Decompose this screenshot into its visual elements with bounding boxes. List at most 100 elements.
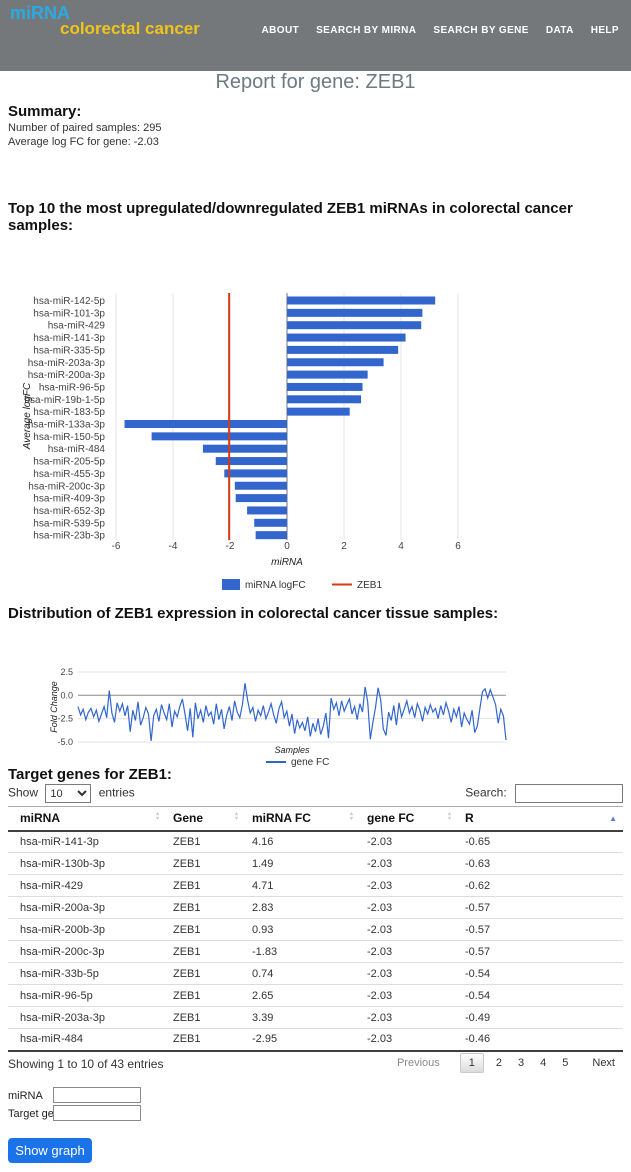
bar-label: hsa-miR-200a-3p xyxy=(28,370,106,381)
table-row[interactable]: hsa-miR-130b-3p ZEB1 1.49 -2.03 -0.63 xyxy=(8,852,623,875)
page-title: Report for gene: ZEB1 xyxy=(215,71,416,93)
pagination-page-4[interactable]: 4 xyxy=(540,1057,547,1069)
pagination-next[interactable]: Next xyxy=(592,1057,615,1069)
bar-label: hsa-miR-429 xyxy=(48,321,106,332)
bar-label: hsa-miR-409-3p xyxy=(33,494,105,505)
bar-hsa-miR-96-5p xyxy=(287,382,363,391)
column-header-mirna-fc[interactable]: miRNA FC ▴ ▾ xyxy=(244,806,359,832)
show-entries-select[interactable]: 10 xyxy=(45,784,92,803)
summary-paired-samples: Number of paired samples: 295 xyxy=(8,122,162,134)
bar-hsa-miR-484 xyxy=(202,444,287,453)
pagination-page-2[interactable]: 2 xyxy=(495,1057,502,1069)
cell-mirna-fc: 2.83 xyxy=(244,896,359,919)
bar-hsa-miR-23b-3p xyxy=(255,531,287,540)
line-chart: 2.5 0.0 -2.5 -5.0 Fold Change Samples gene FC xyxy=(49,667,507,768)
nav-item-help[interactable]: HELP xyxy=(590,25,619,36)
cell-r: -0.46 xyxy=(457,1028,623,1052)
bar-x-tick: 0 xyxy=(284,541,290,552)
table-row[interactable]: hsa-miR-200b-3p ZEB1 0.93 -2.03 -0.57 xyxy=(8,918,623,941)
pagination-page-3[interactable]: 3 xyxy=(518,1057,525,1069)
site-logo[interactable]: miRNA colorectal cancer xyxy=(10,4,200,37)
pagination: Previous 1 2 3 4 5 Next xyxy=(389,1053,623,1073)
main-nav: ABOUT SEARCH BY MIRNA SEARCH BY GENE DATA HE… xyxy=(262,25,619,36)
column-header-gene-fc[interactable]: gene FC ▴ ▾ xyxy=(359,806,457,832)
bar-chart-heading: Top 10 the most upregulated/downregulate… xyxy=(8,200,573,234)
cell-r: -0.62 xyxy=(457,874,623,897)
column-header-mirna[interactable]: miRNA ▴ ▾ xyxy=(8,806,165,832)
target-gene-input[interactable] xyxy=(53,1105,141,1121)
cell-mirna-fc: -2.95 xyxy=(244,1028,359,1052)
bar-label: hsa-miR-150-5p xyxy=(33,432,105,443)
bar-hsa-miR-101-3p xyxy=(287,308,423,317)
line-y-axis-title: Fold Change xyxy=(49,681,59,733)
sort-icon: ▴ ▾ xyxy=(155,811,159,822)
cell-r: -0.57 xyxy=(457,918,623,941)
table-row[interactable]: hsa-miR-203a-3p ZEB1 3.39 -2.03 -0.49 xyxy=(8,1006,623,1029)
cell-mirna: hsa-miR-33b-5p xyxy=(8,962,165,985)
line-y-tick: -2.5 xyxy=(57,714,73,724)
legend-label-zeb1: ZEB1 xyxy=(357,580,382,591)
table-row[interactable]: hsa-miR-96-5p ZEB1 2.65 -2.03 -0.54 xyxy=(8,984,623,1007)
cell-gene-fc: -2.03 xyxy=(359,918,457,941)
table-row[interactable]: hsa-miR-141-3p ZEB1 4.16 -2.03 -0.65 xyxy=(8,830,623,853)
logo-mirna-text: miRNA xyxy=(10,3,71,23)
nav-item-search-by-mirna[interactable]: SEARCH BY MIRNA xyxy=(316,25,417,36)
bar-y-axis-title: Average logFC xyxy=(22,382,33,450)
cell-r: -0.63 xyxy=(457,852,623,875)
pagination-page-5[interactable]: 5 xyxy=(562,1057,569,1069)
bar-label: hsa-miR-652-3p xyxy=(33,506,105,517)
show-graph-button[interactable]: Show graph xyxy=(8,1138,92,1163)
search-control: Search: xyxy=(465,784,623,803)
bar-hsa-miR-200c-3p xyxy=(234,481,287,490)
target-genes-table: miRNA ▴ ▾ Gene ▴ ▾ miRNA FC ▴ ▾ gene FC ▴ ▾ R ▲ hsa-m… xyxy=(8,806,623,1052)
table-head: miRNA ▴ ▾ Gene ▴ ▾ miRNA FC ▴ ▾ gene FC ▴ ▾ R ▲ xyxy=(8,806,623,832)
bar-hsa-miR-409-3p xyxy=(235,494,287,503)
show-entries-control: Show 10 entries xyxy=(8,784,135,803)
cell-r: -0.49 xyxy=(457,1006,623,1029)
sort-icon: ▴ ▾ xyxy=(349,811,353,822)
cell-mirna: hsa-miR-200c-3p xyxy=(8,940,165,963)
mirna-input[interactable] xyxy=(53,1087,141,1103)
cell-gene: ZEB1 xyxy=(165,874,244,897)
search-input[interactable] xyxy=(515,784,623,803)
column-header-r[interactable]: R ▲ xyxy=(457,806,623,832)
target-gene-field-row: Target gene xyxy=(8,1105,141,1121)
cell-gene: ZEB1 xyxy=(165,830,244,853)
bar-x-tick: 2 xyxy=(341,541,347,552)
cell-r: -0.65 xyxy=(457,830,623,853)
table-row[interactable]: hsa-miR-484 ZEB1 -2.95 -2.03 -0.46 xyxy=(8,1028,623,1052)
cell-gene-fc: -2.03 xyxy=(359,962,457,985)
cell-gene-fc: -2.03 xyxy=(359,984,457,1007)
table-row[interactable]: hsa-miR-429 ZEB1 4.71 -2.03 -0.62 xyxy=(8,874,623,897)
line-y-tick: 2.5 xyxy=(60,667,73,677)
table-row[interactable]: hsa-miR-200a-3p ZEB1 2.83 -2.03 -0.57 xyxy=(8,896,623,919)
target-gene-field-label: Target gene xyxy=(8,1108,67,1120)
legend-label-mirna-logfc: miRNA logFC xyxy=(245,580,306,591)
bar-label: hsa-miR-455-3p xyxy=(33,469,105,480)
legend-swatch-mirna-logfc xyxy=(222,579,240,590)
bar-x-tick: 4 xyxy=(398,541,404,552)
table-row[interactable]: hsa-miR-200c-3p ZEB1 -1.83 -2.03 -0.57 xyxy=(8,940,623,963)
table-info: Showing 1 to 10 of 43 entries xyxy=(8,1057,164,1071)
nav-item-about[interactable]: ABOUT xyxy=(261,25,300,36)
nav-item-data[interactable]: DATA xyxy=(545,25,574,36)
pagination-previous[interactable]: Previous xyxy=(396,1057,440,1069)
cell-r: -0.57 xyxy=(457,940,623,963)
column-header-gene[interactable]: Gene ▴ ▾ xyxy=(165,806,244,832)
table-row[interactable]: hsa-miR-33b-5p ZEB1 0.74 -2.03 -0.54 xyxy=(8,962,623,985)
logo-colorectal-text: colorectal cancer xyxy=(60,19,200,38)
legend-label-gene-fc: gene FC xyxy=(291,757,329,768)
cell-mirna-fc: 3.39 xyxy=(244,1006,359,1029)
cell-mirna: hsa-miR-484 xyxy=(8,1028,165,1052)
pagination-page-1[interactable]: 1 xyxy=(459,1053,484,1073)
bar-hsa-miR-141-3p xyxy=(287,333,406,342)
line-x-axis-title: Samples xyxy=(274,745,310,755)
bar-label: hsa-miR-484 xyxy=(48,444,106,455)
summary-average-logfc: Average log FC for gene: -2.03 xyxy=(8,136,159,148)
bar-label: hsa-miR-96-5p xyxy=(39,382,106,393)
cell-r: -0.57 xyxy=(457,896,623,919)
nav-item-search-by-gene[interactable]: SEARCH BY GENE xyxy=(433,25,529,36)
bar-hsa-miR-150-5p xyxy=(151,432,287,441)
cell-gene-fc: -2.03 xyxy=(359,1006,457,1029)
